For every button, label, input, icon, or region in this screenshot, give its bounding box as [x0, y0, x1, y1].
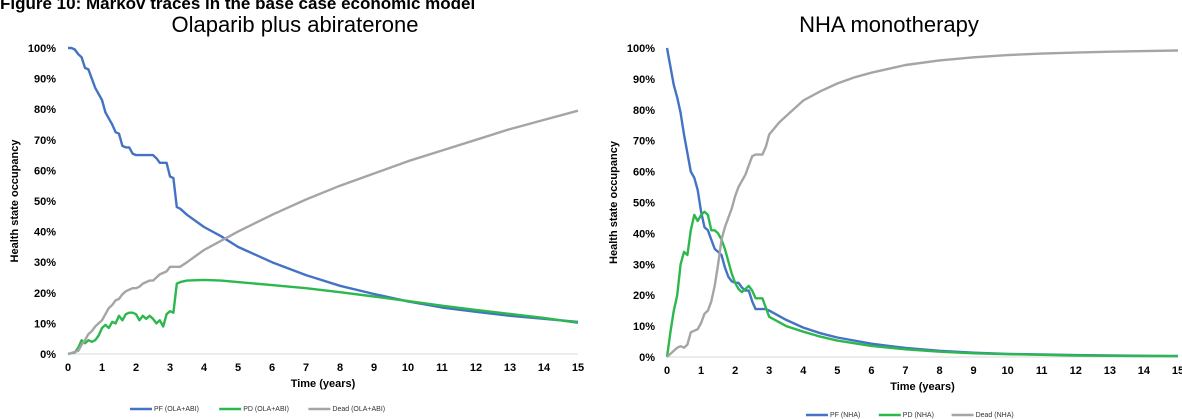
series-line-dead-nha: [666, 49, 1179, 358]
y-tick-label: 10%: [633, 321, 655, 333]
x-tick-label: 7: [902, 365, 908, 377]
y-axis-title: Health state occupancy: [608, 140, 620, 264]
x-tick-label: 9: [971, 365, 977, 377]
x-tick-label: 8: [936, 365, 942, 377]
x-axis-title: Time (years): [291, 378, 356, 390]
series-line-dead-ola-abi: [67, 109, 579, 356]
y-tick-label: 40%: [34, 227, 56, 239]
y-tick-label: 40%: [633, 228, 655, 240]
y-tick-label: 30%: [633, 259, 655, 271]
legend-label-pd-nha: PD (NHA): [903, 412, 934, 419]
y-tick-label: 90%: [633, 74, 655, 86]
series-line-pd-nha: [665, 210, 1178, 358]
legend-label-pd-ola-abi: PD (OLA+ABI): [243, 406, 289, 413]
y-tick-label: 100%: [627, 43, 655, 55]
legend-label-dead-ola-abi: Dead (OLA+ABI): [332, 406, 385, 413]
y-tick-label: 20%: [633, 290, 655, 302]
y-tick-label: 80%: [34, 104, 56, 116]
y-tick-label: 80%: [633, 105, 655, 117]
y-tick-label: 50%: [633, 198, 655, 210]
y-tick-label: 60%: [633, 167, 655, 179]
x-tick-label: 13: [1104, 365, 1116, 377]
y-tick-label: 60%: [34, 165, 56, 177]
y-tick-label: 70%: [34, 135, 56, 147]
x-tick-label: 11: [436, 362, 448, 374]
x-tick-label: 15: [1172, 365, 1182, 377]
x-tick-label: 14: [1138, 365, 1151, 377]
chart-panel-nha: NHA monotherapy 0% 10% 20% 30% 40% 50% 60% 70% 8…: [596, 0, 1182, 419]
y-tick-label: 50%: [34, 196, 56, 208]
x-tick-label: 6: [868, 365, 874, 377]
x-tick-label: 7: [303, 362, 309, 374]
x-tick-label: 1: [698, 365, 704, 377]
y-tick-label: 20%: [34, 288, 56, 300]
chart-title: NHA monotherapy: [799, 12, 979, 37]
x-tick-label: 5: [235, 362, 241, 374]
x-axis-title: Time (years): [890, 381, 955, 393]
series-line-pf-nha: [665, 47, 1179, 358]
x-tick-label: 2: [133, 362, 139, 374]
x-tick-label: 9: [371, 362, 377, 374]
figure-title: Figure 10: Markov traces in the base cas…: [0, 0, 476, 13]
line-chart-nha: 0%10%20%30%40%50%60%70%80%90%100%0 1 2 3 4 5 6…: [608, 43, 1182, 419]
y-axis-title: Health state occupancy: [9, 139, 21, 263]
x-tick-label: 12: [1070, 365, 1082, 377]
y-tick-label: 30%: [34, 257, 56, 269]
x-tick-label: 13: [504, 362, 516, 374]
y-tick-label: 0%: [639, 352, 655, 364]
y-tick-label: 90%: [34, 74, 56, 86]
x-tick-label: 10: [1002, 365, 1014, 377]
x-tick-label: 2: [732, 365, 738, 377]
x-tick-label: 0: [65, 362, 71, 374]
x-tick-label: 10: [402, 362, 414, 374]
x-tick-label: 3: [766, 365, 772, 377]
legend-label-pf-ola-abi: PF (OLA+ABI): [154, 406, 199, 413]
line-chart-ola-abi: 0%10%20%30%40%50%60%70%80%90%100%0 1 2 3 4 5 6…: [9, 43, 584, 413]
x-tick-label: 4: [201, 362, 208, 374]
x-tick-label: 1: [99, 362, 105, 374]
x-tick-label: 15: [572, 362, 584, 374]
x-tick-label: 6: [269, 362, 275, 374]
x-tick-label: 8: [337, 362, 343, 374]
chart-title: Olaparib plus abiraterone: [171, 12, 419, 37]
series-line-pd-ola-abi: [67, 278, 579, 356]
x-tick-label: 4: [800, 365, 807, 377]
y-tick-label: 100%: [28, 43, 56, 55]
x-tick-label: 14: [538, 362, 551, 374]
legend-label-dead-nha: Dead (NHA): [976, 412, 1014, 419]
x-tick-label: 5: [834, 365, 840, 377]
legend-label-pf-nha: PF (NHA): [830, 412, 860, 419]
x-tick-label: 0: [664, 365, 670, 377]
x-tick-label: 11: [1036, 365, 1048, 377]
series-line-pf-ola-abi: [68, 46, 579, 324]
x-tick-label: 3: [167, 362, 173, 374]
y-tick-label: 0%: [40, 349, 56, 361]
chart-panel-ola-abi: Olaparib plus abiraterone 0% 10% 20% 30% 40%…: [0, 0, 590, 419]
y-tick-label: 70%: [633, 136, 655, 148]
y-tick-label: 10%: [34, 318, 56, 330]
x-tick-label: 12: [470, 362, 482, 374]
